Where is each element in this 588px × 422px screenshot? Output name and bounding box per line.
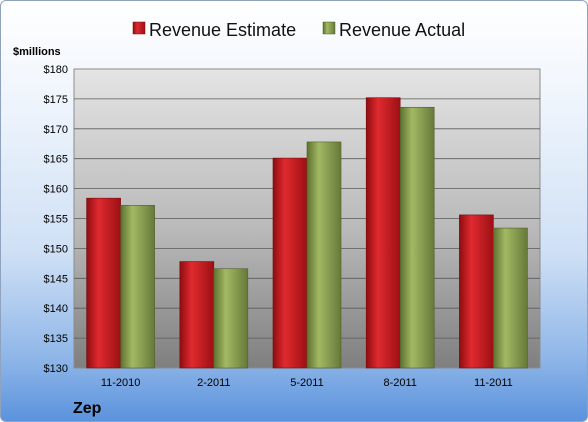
y-tick-label: $150 xyxy=(44,243,68,255)
y-tick-label: $170 xyxy=(44,124,68,136)
legend-swatch-actual xyxy=(322,21,336,35)
bar-revenue-estimate xyxy=(272,157,308,369)
bar-revenue-actual xyxy=(120,205,155,369)
y-tick-label: $160 xyxy=(44,184,68,196)
bar-revenue-estimate xyxy=(86,197,121,369)
legend: Revenue Estimate Revenue Actual xyxy=(132,20,465,40)
legend-label-actual: Revenue Actual xyxy=(339,20,465,40)
y-tick-label: $130 xyxy=(44,363,68,375)
bar-revenue-actual xyxy=(493,227,528,369)
bar-revenue-actual xyxy=(306,141,342,369)
y-axis-ticks: $130 $135 $140 $145 $150 $155 $160 $165 $170 $175… xyxy=(44,64,68,375)
x-tick-label: 11-2010 xyxy=(101,377,141,389)
bar-revenue-actual xyxy=(399,106,435,369)
legend-label-estimate: Revenue Estimate xyxy=(149,20,296,40)
bar-revenue-estimate xyxy=(179,261,215,369)
x-tick-label: 8-2011 xyxy=(383,377,416,389)
y-tick-label: $180 xyxy=(44,64,68,76)
unit-label: $millions xyxy=(13,46,61,58)
y-tick-label: $135 xyxy=(44,333,68,345)
y-tick-label: $140 xyxy=(44,303,68,315)
x-tick-label: 11-2011 xyxy=(474,377,513,389)
y-tick-label: $165 xyxy=(44,154,68,166)
bar-revenue-actual xyxy=(213,268,249,369)
x-tick-label: 5-2011 xyxy=(290,377,323,389)
legend-swatch-estimate xyxy=(132,21,146,35)
bars xyxy=(86,97,528,369)
x-axis-ticks: 11-2010 2-2011 5-2011 8-2011 11-2011 xyxy=(101,377,513,389)
bar-revenue-estimate xyxy=(365,97,401,369)
y-tick-label: $175 xyxy=(44,94,68,106)
y-tick-label: $145 xyxy=(44,273,68,285)
bar-revenue-estimate xyxy=(459,214,494,369)
company-label: Zep xyxy=(73,400,102,417)
x-tick-label: 2-2011 xyxy=(197,377,230,389)
y-tick-label: $155 xyxy=(44,214,68,226)
